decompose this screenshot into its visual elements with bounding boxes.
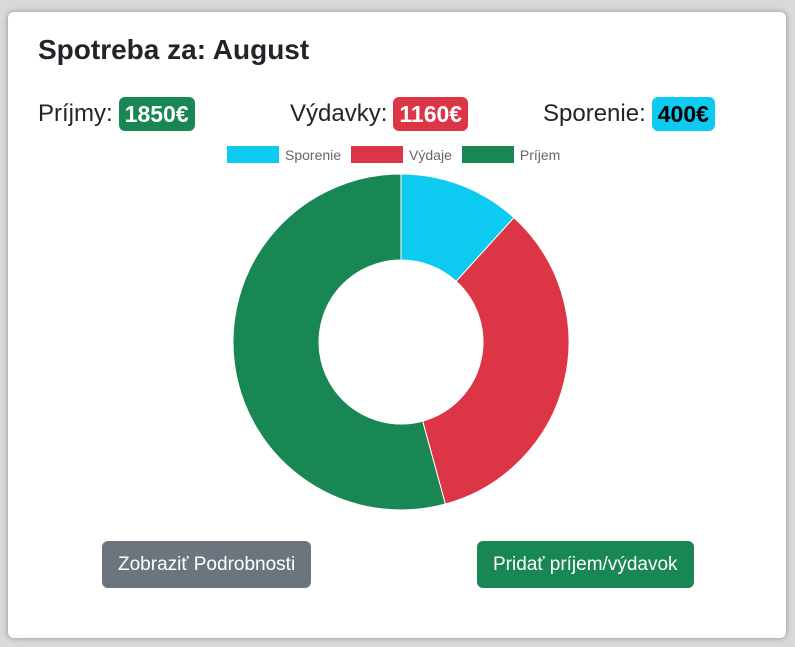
page-title: Spotreba za: August — [38, 34, 310, 65]
income-badge: 1850€ — [118, 97, 195, 131]
show-details-button[interactable]: Zobraziť Podrobnosti — [102, 541, 312, 588]
income-stat: Príjmy: 1850€ — [38, 97, 195, 131]
expense-badge: 1160€ — [393, 97, 469, 131]
legend-label: Príjem — [519, 146, 561, 163]
chart-legend: Sporenie Výdaje Príjem — [227, 146, 570, 163]
legend-item[interactable]: Sporenie — [227, 146, 341, 163]
expense-stat: Výdavky: 1160€ — [290, 97, 469, 131]
savings-label: Sporenie: — [543, 100, 646, 127]
savings-badge: 400€ — [651, 97, 715, 131]
expense-label: Výdavky: — [290, 100, 388, 127]
legend-item[interactable]: Príjem — [461, 146, 561, 163]
legend-swatch — [461, 146, 514, 163]
legend-swatch — [227, 146, 279, 163]
income-label: Príjmy: — [38, 100, 113, 127]
legend-swatch — [351, 146, 404, 163]
summary-card: Spotreba za: August Príjmy: 1850€ Výdavk… — [8, 12, 786, 638]
donut-chart — [232, 173, 570, 511]
donut-slice-výdaje[interactable] — [422, 216, 570, 505]
legend-item[interactable]: Výdaje — [351, 146, 452, 163]
add-income-expense-button[interactable]: Pridať príjem/výdavok — [477, 541, 694, 588]
donut-slice-príjem[interactable] — [232, 173, 446, 511]
legend-label: Sporenie — [285, 146, 342, 163]
legend-label: Výdaje — [409, 146, 452, 163]
savings-stat: Sporenie: 400€ — [543, 97, 715, 131]
